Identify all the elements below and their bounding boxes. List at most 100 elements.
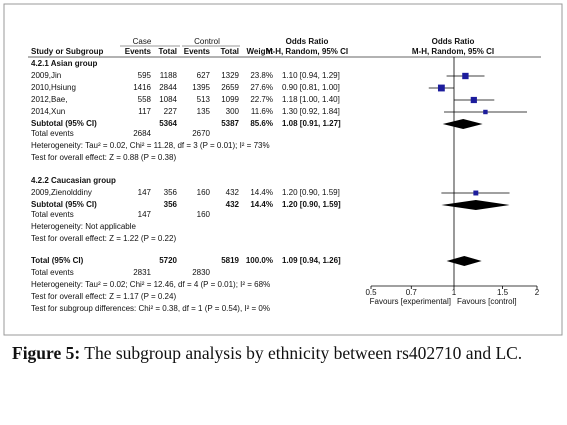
case-events: 2831 [133, 268, 151, 277]
case-events: 558 [138, 95, 152, 104]
control-total: 1329 [221, 71, 239, 80]
case-total: 227 [164, 107, 178, 116]
heterogeneity: Heterogeneity: Tau² = 0.02, Chi² = 11.28… [31, 141, 270, 150]
group-title: 4.2.2 Caucasian group [31, 176, 116, 185]
heterogeneity: Heterogeneity: Tau² = 0.02; Chi² = 12.46… [31, 280, 270, 289]
case-total: 5720 [159, 256, 177, 265]
case-events: 147 [138, 188, 152, 197]
study-name: 2012,Bae, [31, 95, 67, 104]
case-total: 356 [164, 188, 178, 197]
case-events: 2684 [133, 129, 151, 138]
header-or: Odds Ratio [286, 37, 329, 46]
case-total: 2844 [159, 83, 177, 92]
study-square [470, 96, 477, 104]
weight: 27.6% [250, 83, 273, 92]
weight: 85.6% [250, 119, 273, 128]
pooled-diamond [446, 256, 482, 266]
odds-ratio-ci: 1.10 [0.94, 1.29] [282, 71, 340, 80]
case-total: 356 [164, 200, 178, 209]
study-square [462, 72, 469, 80]
study-name: 2009,Jin [31, 71, 61, 80]
control-total: 1099 [221, 95, 239, 104]
x-tick-label: 1 [452, 288, 457, 297]
control-events: 160 [197, 210, 211, 219]
total-events-label: Total events [31, 268, 74, 277]
control-events: 160 [197, 188, 211, 197]
odds-ratio-ci: 0.90 [0.81, 1.00] [282, 83, 340, 92]
subtotal-label: Subtotal (95% CI) [31, 200, 97, 209]
header-control: Control [194, 37, 220, 46]
weight: 14.4% [250, 188, 273, 197]
header-weight: Weight [246, 47, 273, 56]
header-events: Events [184, 47, 211, 56]
study-square [473, 190, 479, 196]
header-plot-method: M-H, Random, 95% CI [412, 47, 494, 56]
caption: Figure 5: The subgroup analysis by ethni… [12, 342, 557, 365]
control-events: 627 [197, 71, 211, 80]
heterogeneity: Heterogeneity: Not applicable [31, 222, 137, 231]
subtotal-label: Subtotal (95% CI) [31, 119, 97, 128]
subtotal-label: Total (95% CI) [31, 256, 84, 265]
case-events: 595 [138, 71, 152, 80]
study-square [483, 109, 488, 115]
case-total: 5364 [159, 119, 177, 128]
x-tick-label: 0.5 [365, 288, 377, 297]
weight: 100.0% [246, 256, 273, 265]
control-events: 135 [197, 107, 211, 116]
study-name: 2014,Xun [31, 107, 65, 116]
case-total: 1084 [159, 95, 177, 104]
control-events: 2670 [192, 129, 210, 138]
control-total: 5819 [221, 256, 239, 265]
pooled-diamond [442, 119, 483, 129]
control-events: 513 [197, 95, 211, 104]
overall-effect: Test for overall effect: Z = 1.17 (P = 0… [31, 292, 176, 301]
header-total: Total [158, 47, 177, 56]
control-total: 300 [226, 107, 240, 116]
header-study: Study or Subgroup [31, 47, 104, 56]
header-total: Total [220, 47, 239, 56]
x-tick-label: 0.7 [406, 288, 418, 297]
weight: 22.7% [250, 95, 273, 104]
case-events: 117 [138, 107, 151, 116]
x-tick-label: 2 [535, 288, 540, 297]
header-case: Case [133, 37, 152, 46]
case-events: 1416 [133, 83, 151, 92]
header-plot: Odds Ratio [432, 37, 475, 46]
study-name: 2009,Zienolddiny [31, 188, 92, 197]
total-events-label: Total events [31, 210, 74, 219]
odds-ratio-ci: 1.20 [0.90, 1.59] [282, 188, 340, 197]
control-events: 2830 [192, 268, 210, 277]
figure: Case Control Odds Ratio Odds Ratio Study… [3, 3, 563, 336]
x-tick-label: 1.5 [497, 288, 509, 297]
case-total: 1188 [160, 71, 178, 80]
odds-ratio-ci: 1.18 [1.00, 1.40] [282, 95, 340, 104]
caption-text: The subgroup analysis by ethnicity betwe… [84, 343, 523, 363]
odds-ratio-ci: 1.20 [0.90, 1.59] [282, 200, 341, 209]
odds-ratio-ci: 1.30 [0.92, 1.84] [282, 107, 340, 116]
weight: 11.6% [251, 107, 273, 116]
odds-ratio-ci: 1.09 [0.94, 1.26] [282, 256, 341, 265]
weight: 23.8% [250, 71, 273, 80]
subgroup-test: Test for subgroup differences: Chi² = 0.… [31, 304, 270, 313]
study-square [437, 84, 445, 92]
control-total: 432 [226, 200, 240, 209]
caption-label: Figure 5: [12, 343, 81, 363]
favours-right: Favours [control] [457, 297, 517, 306]
group-title: 4.2.1 Asian group [31, 59, 98, 68]
control-events: 1395 [192, 83, 210, 92]
case-events: 147 [138, 210, 152, 219]
study-name: 2010,Hsiung [31, 83, 76, 92]
header-events: Events [125, 47, 152, 56]
weight: 14.4% [250, 200, 273, 209]
overall-effect: Test for overall effect: Z = 0.88 (P = 0… [31, 153, 176, 162]
pooled-diamond [441, 200, 510, 210]
figure-border [3, 3, 563, 336]
control-total: 432 [226, 188, 240, 197]
overall-effect: Test for overall effect: Z = 1.22 (P = 0… [31, 234, 176, 243]
favours-left: Favours [experimental] [370, 297, 451, 306]
header-method: M-H, Random, 95% CI [266, 47, 348, 56]
total-events-label: Total events [31, 129, 74, 138]
odds-ratio-ci: 1.08 [0.91, 1.27] [282, 119, 341, 128]
control-total: 2659 [221, 83, 239, 92]
